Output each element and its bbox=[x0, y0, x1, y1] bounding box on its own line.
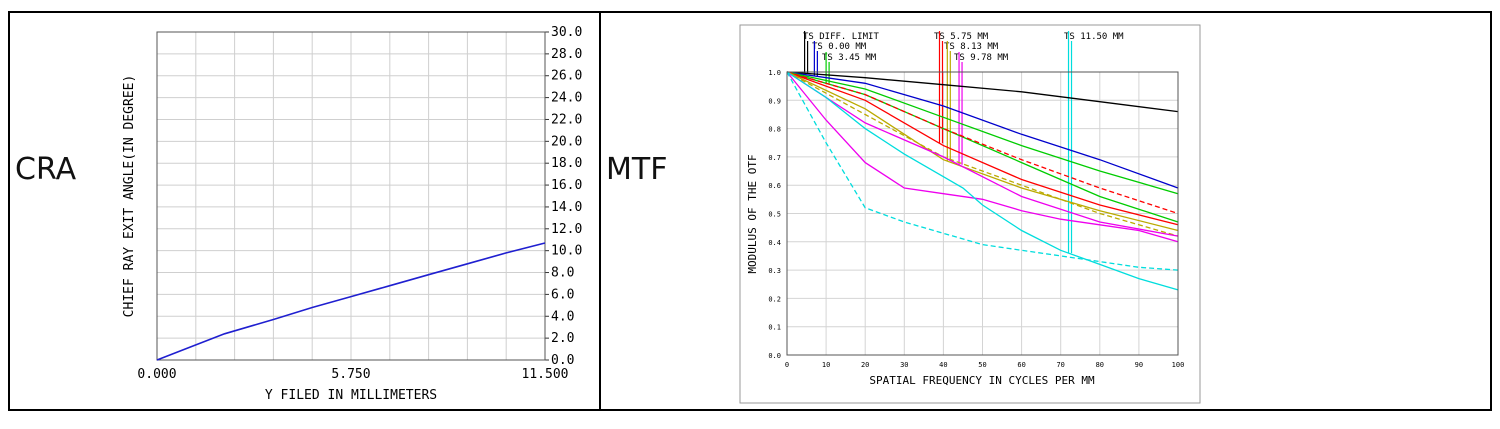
mtf-x-tick-label: 40 bbox=[939, 361, 947, 369]
mtf-series-line bbox=[786, 71, 1179, 237]
mtf-series-line bbox=[786, 71, 1179, 226]
mtf-legend-label: TS 9.78 MM bbox=[954, 53, 1009, 63]
cra-x-tick-label: 5.750 bbox=[331, 367, 370, 382]
cra-y-tick-label: 30.0 bbox=[551, 25, 582, 40]
mtf-series-line bbox=[786, 71, 1179, 271]
mtf-y-tick-label: 0.2 bbox=[768, 295, 781, 303]
cra-y-tick-label: 20.0 bbox=[551, 134, 582, 149]
mtf-x-tick-label: 90 bbox=[1135, 361, 1143, 369]
cra-y-tick-label: 10.0 bbox=[551, 244, 582, 259]
mtf-series-line bbox=[786, 71, 1179, 215]
cra-chart: 0.0 2.0 4.0 6.0 8.0 10.0 12.0 14.0 16.0 18.0 20.0 2… bbox=[122, 25, 582, 403]
cra-y-tick-label: 28.0 bbox=[551, 47, 582, 62]
outer-border bbox=[8, 11, 1492, 411]
mtf-tick-labels: 0 10 20 30 40 50 60 70 80 90 100 0.0 0.1 0.2 0.3 0.4 0.5… bbox=[768, 69, 1184, 369]
cra-y-tick-label: 4.0 bbox=[551, 309, 574, 324]
cra-y-tick-label: 18.0 bbox=[551, 156, 582, 171]
mtf-legend-label: TS 11.50 MM bbox=[1064, 32, 1124, 42]
mtf-legend-label: TS DIFF. LIMIT bbox=[803, 32, 879, 42]
mtf-x-tick-label: 80 bbox=[1096, 361, 1104, 369]
cra-x-tick-label: 0.000 bbox=[137, 367, 176, 382]
mtf-y-tick-label: 0.8 bbox=[768, 126, 781, 134]
mtf-legend-label: TS 8.13 MM bbox=[944, 42, 999, 52]
cra-y-tick-label: 0.0 bbox=[551, 353, 574, 368]
cra-y-tick-label: 12.0 bbox=[551, 222, 582, 237]
mtf-y-tick-label: 0.4 bbox=[768, 239, 781, 247]
cra-y-tick-label: 24.0 bbox=[551, 91, 582, 106]
mtf-image-border bbox=[739, 24, 1201, 404]
cra-y-tick-label: 2.0 bbox=[551, 331, 574, 346]
mtf-x-tick-label: 10 bbox=[822, 361, 830, 369]
cra-x-axis-label: Y FILED IN MILLIMETERS bbox=[265, 388, 437, 403]
cra-section-label: CRA bbox=[15, 152, 77, 187]
mtf-series-line bbox=[786, 71, 1179, 237]
mtf-section-label: MTF bbox=[606, 152, 668, 187]
mtf-series-line bbox=[786, 71, 1179, 195]
mtf-series-line bbox=[786, 71, 1179, 243]
mtf-x-tick-label: 60 bbox=[1017, 361, 1025, 369]
cra-y-tick-label: 6.0 bbox=[551, 287, 574, 302]
mtf-y-tick-label: 0.7 bbox=[768, 154, 781, 162]
cra-y-tick-label: 26.0 bbox=[551, 69, 582, 84]
mtf-y-tick-label: 0.0 bbox=[768, 352, 781, 360]
cra-series-line bbox=[156, 242, 546, 361]
mtf-legend-label: TS 5.75 MM bbox=[934, 32, 989, 42]
mtf-y-axis-label: MODULUS OF THE OTF bbox=[746, 154, 759, 273]
mtf-y-tick-label: 0.6 bbox=[768, 182, 781, 190]
mtf-x-tick-label: 100 bbox=[1172, 361, 1185, 369]
mtf-legend-label: TS 0.00 MM bbox=[812, 42, 867, 52]
mtf-x-tick-label: 0 bbox=[785, 361, 789, 369]
cra-plot-frame bbox=[156, 31, 546, 361]
mtf-y-tick-label: 0.9 bbox=[768, 97, 781, 105]
mtf-y-tick-label: 0.5 bbox=[768, 211, 781, 219]
mtf-y-tick-label: 0.1 bbox=[768, 324, 781, 332]
mtf-x-tick-label: 30 bbox=[900, 361, 908, 369]
mtf-series-line bbox=[786, 71, 1179, 189]
mtf-x-tick-label: 50 bbox=[978, 361, 986, 369]
mtf-legend-label: TS 3.45 MM bbox=[822, 53, 877, 63]
mtf-x-tick-label: 20 bbox=[861, 361, 869, 369]
mtf-y-tick-label: 0.3 bbox=[768, 267, 781, 275]
cra-y-tick-label: 22.0 bbox=[551, 112, 582, 127]
mtf-grid bbox=[787, 72, 1178, 355]
cra-x-tick-label: 11.500 bbox=[522, 367, 569, 382]
mtf-plot-frame bbox=[786, 71, 1179, 356]
mtf-series-group bbox=[786, 71, 1179, 291]
mtf-chart: 0 10 20 30 40 50 60 70 80 90 100 0.0 0.1 0.2 0.3 0.4 0.5… bbox=[739, 24, 1201, 404]
cra-y-tick-label: 8.0 bbox=[551, 266, 574, 281]
mtf-series-line bbox=[786, 71, 1179, 113]
cra-y-axis-label: CHIEF RAY EXIT ANGLE(IN DEGREE) bbox=[122, 75, 137, 318]
mtf-series-line bbox=[786, 71, 1179, 232]
cra-y-tick-label: 16.0 bbox=[551, 178, 582, 193]
mtf-y-tick-label: 1.0 bbox=[768, 69, 781, 77]
mtf-x-axis-label: SPATIAL FREQUENCY IN CYCLES PER MM bbox=[869, 374, 1095, 387]
mtf-series-line bbox=[786, 71, 1179, 291]
mtf-x-tick-label: 70 bbox=[1056, 361, 1064, 369]
cra-grid bbox=[157, 32, 545, 360]
cra-y-tick-label: 14.0 bbox=[551, 200, 582, 215]
cra-tick-labels: 0.0 2.0 4.0 6.0 8.0 10.0 12.0 14.0 16.0 18.0 20.0 2… bbox=[137, 25, 582, 382]
